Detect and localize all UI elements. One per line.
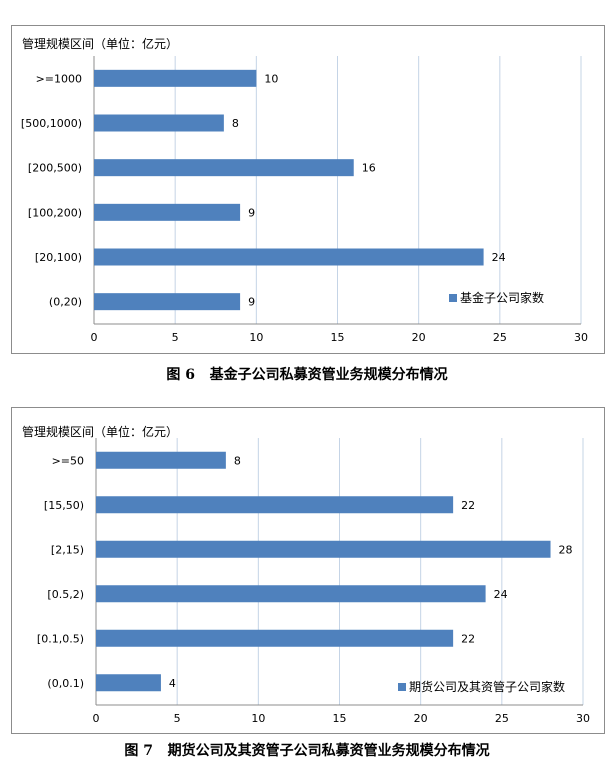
chart-2-bar-5	[96, 674, 161, 692]
chart-2-x-tick-label-6: 30	[576, 712, 590, 725]
chart-1-category-label-1: [500,1000)	[21, 117, 82, 130]
chart-2-category-label-4: [0.1,0.5)	[37, 632, 84, 645]
chart-2-x-tick-label-0: 0	[93, 712, 100, 725]
chart-2-category-label-0: >=50	[52, 454, 84, 467]
chart-2: 0 5 10 15 20 25 30 管理规模区间（单位：亿元） >=50 8 [15,50) 22 […	[11, 407, 605, 734]
chart-2-bar-1	[96, 496, 454, 514]
chart-2-legend-label: 期货公司及其资管子公司家数	[409, 679, 565, 694]
chart-2-x-tick-label-1: 5	[174, 712, 181, 725]
chart-2-caption-number: 图 7	[124, 743, 153, 759]
chart-2-x-tick-label-3: 15	[333, 712, 347, 725]
chart-1-category-label-4: [20,100)	[35, 251, 82, 264]
chart-2-caption: 图 7 期货公司及其资管子公司私募资管业务规模分布情况	[0, 740, 614, 760]
chart-1-bar-5	[94, 293, 241, 311]
chart-1-x-tick-label-5: 25	[493, 331, 507, 344]
chart-1-data-label-4: 24	[492, 251, 506, 264]
chart-1-bar-4	[94, 248, 484, 266]
chart-2-legend-swatch	[398, 683, 406, 691]
chart-1-bar-1	[94, 114, 224, 132]
chart-2-caption-text: 期货公司及其资管子公司私募资管业务规模分布情况	[167, 743, 490, 759]
chart-1-data-label-0: 10	[264, 72, 278, 85]
chart-1-legend-swatch	[449, 294, 457, 302]
chart-1-x-tick-label-6: 30	[574, 331, 588, 344]
chart-1-category-label-3: [100,200)	[28, 206, 82, 219]
chart-2-category-label-5: (0,0.1)	[47, 677, 84, 690]
chart-2-x-tick-label-2: 10	[251, 712, 265, 725]
chart-1-caption: 图 6 基金子公司私募资管业务规模分布情况	[0, 364, 614, 384]
chart-2-ylabel: 管理规模区间（单位：亿元）	[22, 424, 178, 439]
chart-1-caption-number: 图 6	[166, 367, 195, 383]
chart-2-data-label-2: 28	[559, 543, 573, 556]
chart-1-category-label-5: (0,20)	[49, 296, 82, 309]
chart-2-category-label-2: [2,15)	[51, 543, 84, 556]
chart-1-data-label-2: 16	[362, 162, 376, 175]
chart-2-x-tick-label-5: 25	[495, 712, 509, 725]
chart-2-bar-2	[96, 540, 551, 558]
chart-1: 0 5 10 15 20 25 30 管理规模区间（单位：亿元） >=1000 10 [500,10…	[11, 25, 605, 354]
chart-1-bar-2	[94, 159, 354, 177]
chart-1-x-tick-label-4: 20	[412, 331, 426, 344]
chart-2-bar-4	[96, 629, 454, 647]
chart-2-category-label-3: [0.5,2)	[47, 588, 84, 601]
chart-2-data-label-0: 8	[234, 454, 241, 467]
chart-1-x-tick-label-0: 0	[91, 331, 98, 344]
chart-2-x-tick-label-4: 20	[414, 712, 428, 725]
chart-2-category-label-1: [15,50)	[44, 499, 84, 512]
chart-2-data-label-5: 4	[169, 677, 176, 690]
chart-1-ylabel: 管理规模区间（单位：亿元）	[22, 36, 178, 51]
chart-1-category-label-0: >=1000	[36, 72, 82, 85]
chart-1-x-tick-label-2: 10	[249, 331, 263, 344]
chart-2-data-label-1: 22	[461, 499, 475, 512]
chart-2-data-label-3: 24	[494, 588, 508, 601]
chart-1-x-tick-label-3: 15	[331, 331, 345, 344]
chart-1-caption-text: 基金子公司私募资管业务规模分布情况	[209, 367, 448, 383]
chart-2-svg: 0 5 10 15 20 25 30 管理规模区间（单位：亿元） >=50 8 [15,50) 22 […	[22, 424, 590, 725]
chart-1-bar-0	[94, 69, 257, 87]
chart-1-bar-3	[94, 203, 241, 221]
chart-1-data-label-1: 8	[232, 117, 239, 130]
chart-1-x-tick-label-1: 5	[172, 331, 179, 344]
chart-1-category-label-2: [200,500)	[28, 162, 82, 175]
chart-2-bar-0	[96, 451, 226, 469]
chart-1-svg: 0 5 10 15 20 25 30 管理规模区间（单位：亿元） >=1000 10 [500,10…	[21, 36, 588, 344]
chart-2-data-label-4: 22	[461, 632, 475, 645]
chart-1-legend-label: 基金子公司家数	[460, 290, 544, 305]
chart-2-bar-3	[96, 585, 486, 603]
chart-1-data-label-3: 9	[248, 206, 255, 219]
chart-1-data-label-5: 9	[248, 296, 255, 309]
